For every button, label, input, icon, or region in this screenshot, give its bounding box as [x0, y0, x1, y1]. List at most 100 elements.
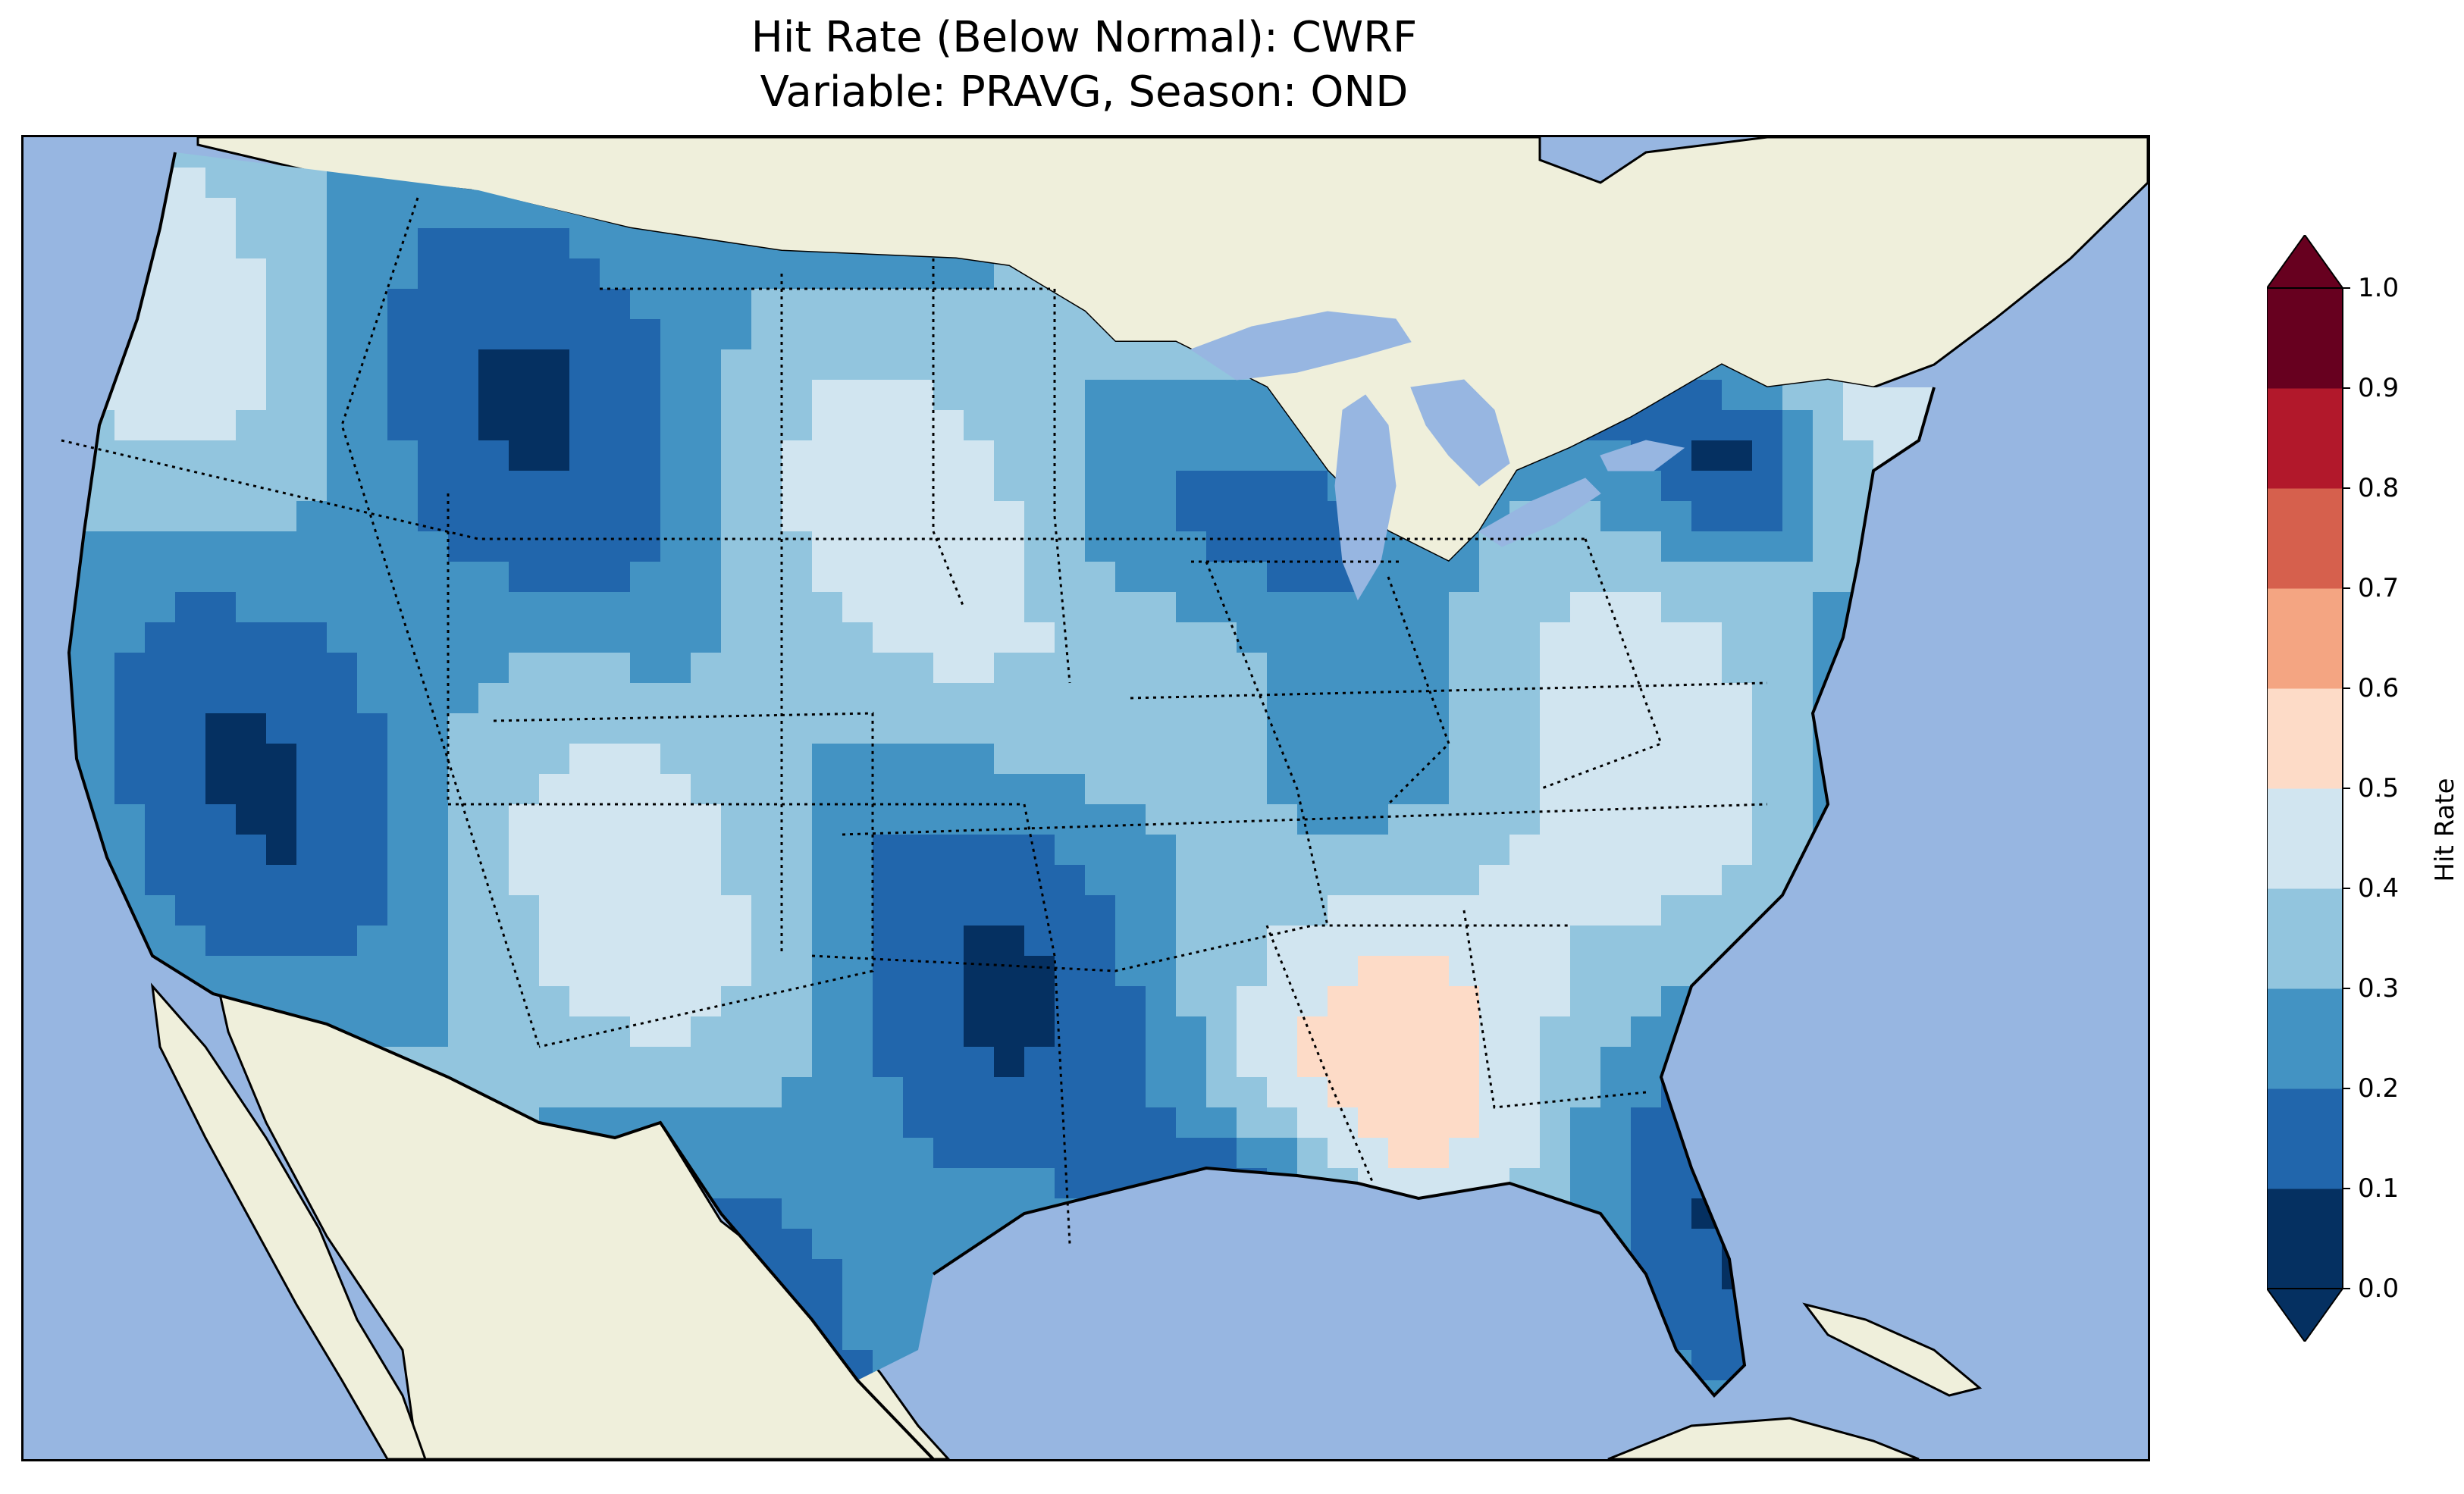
heatmap-cell — [1722, 865, 1752, 895]
heatmap-cell — [448, 804, 478, 835]
heatmap-cell — [964, 835, 994, 865]
heatmap-cell — [964, 380, 994, 410]
heatmap-cell — [478, 926, 509, 956]
heatmap-cell — [1085, 1016, 1115, 1047]
heatmap-cell — [1176, 380, 1206, 410]
heatmap-cell — [1115, 956, 1146, 986]
heatmap-cell — [1722, 895, 1752, 926]
heatmap-cell — [175, 289, 205, 319]
heatmap-cell — [751, 380, 782, 410]
heatmap-cell — [1267, 592, 1297, 622]
heatmap-cell — [236, 471, 266, 501]
heatmap-cell — [1782, 410, 1813, 440]
heatmap-cell — [418, 410, 448, 440]
heatmap-cell — [478, 835, 509, 865]
heatmap-cell — [873, 410, 903, 440]
heatmap-cell — [478, 501, 509, 531]
heatmap-cell — [1752, 440, 1782, 471]
heatmap-cell — [1237, 1138, 1267, 1168]
heatmap-cell — [600, 1047, 630, 1077]
heatmap-cell — [1297, 592, 1328, 622]
heatmap-cell — [509, 410, 539, 440]
heatmap-cell — [812, 349, 842, 380]
heatmap-cell — [600, 774, 630, 804]
heatmap-cell — [1176, 774, 1206, 804]
heatmap-cell — [873, 1047, 903, 1077]
heatmap-cell — [205, 804, 236, 835]
heatmap-cell — [1479, 804, 1509, 835]
heatmap-cell — [175, 865, 205, 895]
heatmap-cell — [569, 501, 600, 531]
heatmap-cell — [1631, 713, 1661, 744]
heatmap-cell — [448, 774, 478, 804]
heatmap-cell — [1388, 744, 1419, 774]
heatmap-cell — [569, 774, 600, 804]
heatmap-cell — [84, 683, 114, 713]
heatmap-cell — [1085, 1107, 1115, 1138]
heatmap-cell — [387, 895, 418, 926]
heatmap-cell — [691, 804, 721, 835]
heatmap-cell — [812, 1229, 842, 1259]
heatmap-cell — [933, 1107, 964, 1138]
map-frame[interactable] — [21, 135, 2150, 1461]
heatmap-cell — [933, 289, 964, 319]
heatmap-cell — [569, 956, 600, 986]
heatmap-cell — [296, 168, 327, 198]
heatmap-cell — [1600, 562, 1631, 592]
heatmap-cell — [842, 1259, 873, 1289]
heatmap-cell — [509, 865, 539, 895]
heatmap-cell — [1328, 986, 1358, 1016]
heatmap-cell — [1267, 1077, 1297, 1107]
heatmap-cell — [751, 592, 782, 622]
heatmap-cell — [1328, 653, 1358, 683]
heatmap-cell — [1782, 744, 1813, 774]
heatmap-cell — [1055, 683, 1085, 713]
heatmap-cell — [751, 622, 782, 653]
heatmap-cell — [660, 289, 691, 319]
heatmap-cell — [1176, 713, 1206, 744]
colorbar-segment — [2267, 988, 2343, 1089]
heatmap-cell — [1661, 531, 1691, 562]
heatmap-cell — [1661, 501, 1691, 531]
heatmap-cell — [721, 956, 751, 986]
heatmap-cell — [327, 622, 357, 653]
heatmap-cell — [478, 562, 509, 592]
heatmap-cell — [175, 744, 205, 774]
heatmap-cell — [812, 1016, 842, 1047]
heatmap-cell — [812, 531, 842, 562]
heatmap-cell — [327, 440, 357, 471]
heatmap-cell — [873, 471, 903, 501]
heatmap-cell — [782, 865, 812, 895]
heatmap-cell — [1358, 1138, 1388, 1168]
heatmap-cell — [630, 592, 660, 622]
heatmap-cell — [1115, 1107, 1146, 1138]
heatmap-cell — [509, 228, 539, 258]
heatmap-cell — [630, 562, 660, 592]
heatmap-cell — [600, 622, 630, 653]
heatmap-cell — [903, 653, 933, 683]
heatmap-cell — [1540, 1107, 1570, 1138]
heatmap-cell — [509, 501, 539, 531]
heatmap-cell — [812, 926, 842, 956]
heatmap-cell — [418, 744, 448, 774]
heatmap-cell — [994, 380, 1024, 410]
heatmap-cell — [751, 289, 782, 319]
heatmap-cell — [1600, 926, 1631, 956]
heatmap-cell — [782, 1168, 812, 1198]
heatmap-cell — [873, 289, 903, 319]
heatmap-cell — [721, 653, 751, 683]
heatmap-cell — [448, 592, 478, 622]
heatmap-cell — [751, 1107, 782, 1138]
heatmap-cell — [842, 319, 873, 349]
heatmap-cell — [782, 804, 812, 835]
heatmap-cell — [418, 774, 448, 804]
heatmap-cell — [357, 198, 387, 228]
heatmap-cell — [660, 440, 691, 471]
heatmap-cell — [1024, 1016, 1055, 1047]
heatmap-cell — [1085, 774, 1115, 804]
heatmap-cell — [539, 1077, 569, 1107]
heatmap-cell — [1631, 1047, 1661, 1077]
heatmap-cell — [1206, 804, 1237, 835]
great-lakes — [1190, 311, 1685, 601]
heatmap-cell — [327, 198, 357, 228]
